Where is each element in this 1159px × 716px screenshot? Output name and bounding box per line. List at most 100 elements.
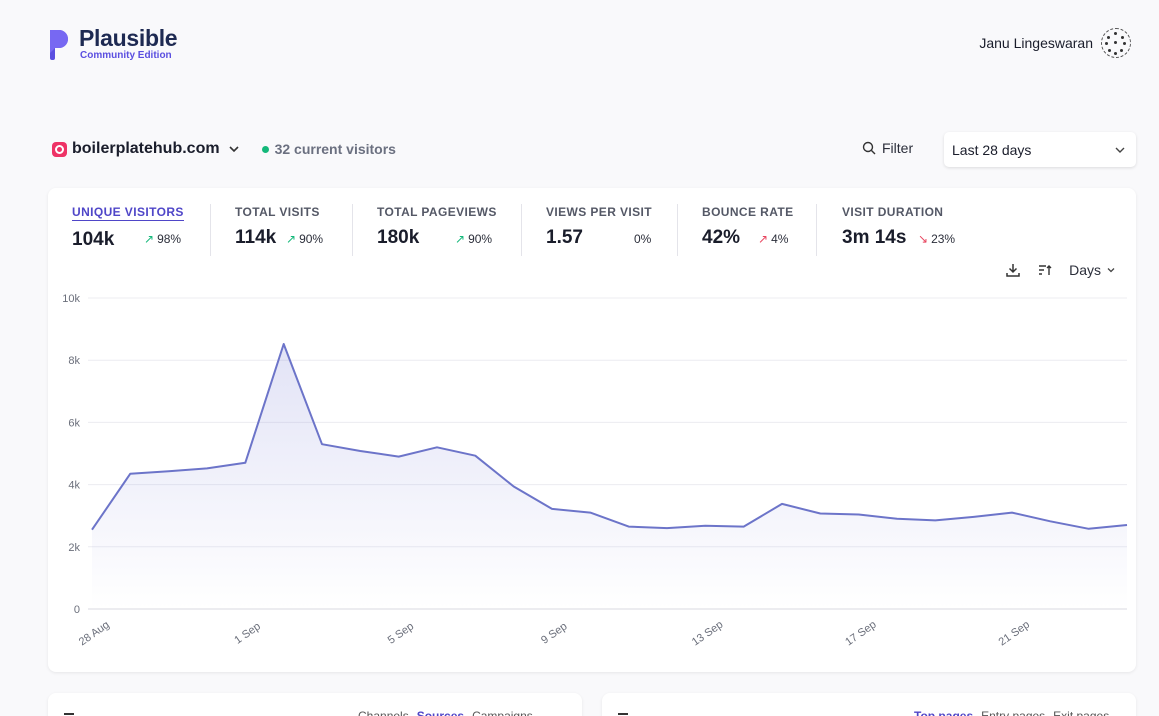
period-picker[interactable]: Last 28 days [944,132,1136,167]
data-point[interactable] [584,507,596,519]
data-point[interactable] [163,465,175,477]
data-point[interactable] [929,514,941,526]
y-tick-label: 2k [68,542,80,554]
x-tick-label: 17 Sep [843,619,878,649]
data-point[interactable] [891,513,903,525]
data-point[interactable] [546,503,558,515]
search-icon [862,141,876,155]
data-point[interactable] [239,457,251,469]
menu-icon[interactable] [64,713,74,715]
pages-tab[interactable]: Entry pages [981,709,1046,716]
visitors-chart[interactable]: 0 2k 4k 6k 8k 10k 28 Aug 1 Sep 5 Sep 9 Sep 13 Sep… [48,188,1136,672]
arrow-down-icon: ↘ [918,232,929,246]
chart-area [92,344,1127,609]
x-tick-label: 9 Sep [539,620,569,646]
metric-change-value: 90% [299,232,324,246]
pages-card: Top pages Entry pages Exit pages [602,693,1136,716]
metric-change: ↗ 90% [286,232,323,246]
download-icon[interactable] [1005,262,1021,278]
metric-change-value: 0% [634,232,652,246]
metric-change: ↗ 4% [758,232,788,246]
x-tick-label: 5 Sep [386,620,416,646]
user-menu[interactable]: Janu Lingeswaran [979,28,1131,58]
data-point[interactable] [201,462,213,474]
sources-tab[interactable]: Channels [358,709,409,716]
metric-label: VISIT DURATION [842,205,944,219]
x-tick-label: 13 Sep [690,619,725,649]
site-favicon-icon [52,141,67,157]
brand-title: Plausible [79,25,178,51]
metric-value: 1.57 [546,227,583,248]
data-point[interactable] [354,445,366,457]
metric-visit-duration[interactable]: VISIT DURATION 3m 14s [842,205,943,249]
metric-change: 0% [634,232,651,246]
data-point[interactable] [814,508,826,520]
interval-label: Days [1069,262,1101,278]
x-tick-label: 1 Sep [232,620,262,646]
sources-tab[interactable]: Sources [416,709,465,716]
metric-change-value: 90% [468,232,493,246]
metric-change-value: 98% [157,232,182,246]
y-tick-label: 6k [68,417,80,429]
metric-views-per-visit[interactable]: VIEWS PER VISIT 1.57 [546,205,652,249]
metric-change-value: 23% [931,232,956,246]
metric-change: ↘ 23% [918,232,955,246]
data-point[interactable] [776,498,788,510]
data-point[interactable] [1121,519,1133,531]
sources-tab[interactable]: Campaigns [472,709,533,716]
interval-picker[interactable]: Days [1069,262,1116,278]
data-point[interactable] [1006,507,1018,519]
live-dot-icon [261,145,269,153]
data-point[interactable] [278,338,290,350]
data-point[interactable] [1083,523,1095,535]
data-point[interactable] [699,520,711,532]
metric-bounce-rate[interactable]: BOUNCE RATE 42% [702,205,794,249]
data-point[interactable] [86,524,98,536]
metric-total-visits[interactable]: TOTAL VISITS 114k [235,205,320,249]
pages-tab[interactable]: Exit pages [1053,709,1110,716]
filter-label: Filter [882,140,914,156]
chevron-down-icon [1115,147,1125,153]
current-visitors[interactable]: 32 current visitors [261,141,396,157]
menu-icon[interactable] [618,713,628,715]
metric-change: ↗ 98% [144,232,181,246]
data-point[interactable] [661,522,673,534]
data-point[interactable] [124,468,136,480]
data-point[interactable] [968,511,980,523]
data-point[interactable] [623,521,635,533]
metric-unique-visitors[interactable]: UNIQUE VISITORS 104k [72,205,184,251]
metric-label: BOUNCE RATE [702,205,794,219]
plausible-logo-icon [50,29,68,60]
sort-icon[interactable] [1037,262,1053,278]
chevron-down-icon[interactable] [228,143,240,155]
period-label: Last 28 days [952,141,1032,158]
current-visitors-label: 32 current visitors [274,141,396,157]
y-tick-label: 0 [74,604,80,616]
y-tick-label: 10k [62,293,80,305]
arrow-up-icon: ↗ [758,232,769,246]
x-tick-label: 21 Sep [997,619,1032,649]
filter-button[interactable]: Filter [862,140,913,156]
avatar[interactable] [1101,28,1131,58]
data-point[interactable] [393,451,405,463]
metric-label: TOTAL PAGEVIEWS [377,205,497,219]
site-switcher[interactable]: boilerplatehub.com [72,140,220,157]
data-point[interactable] [1044,515,1056,527]
chart-line [91,343,1128,531]
main-graph-card: UNIQUE VISITORS 104k ↗ 98% TOTAL VISITS 1… [48,188,1136,672]
data-point[interactable] [738,521,750,533]
user-name: Janu Lingeswaran [979,35,1093,51]
metric-total-pageviews[interactable]: TOTAL PAGEVIEWS 180k [377,205,497,249]
data-point[interactable] [853,508,865,520]
data-point[interactable] [316,438,328,450]
arrow-up-icon: ↗ [286,232,297,246]
x-tick-label: 28 Aug [77,619,112,648]
metric-value: 42% [702,227,741,248]
pages-tab[interactable]: Top pages [914,709,974,716]
metric-value: 114k [235,227,277,248]
data-point[interactable] [431,441,443,453]
plausible-logo[interactable]: Plausible Community Edition [47,25,178,61]
data-point[interactable] [508,480,520,492]
metric-label: TOTAL VISITS [235,205,320,219]
data-point[interactable] [469,450,481,462]
